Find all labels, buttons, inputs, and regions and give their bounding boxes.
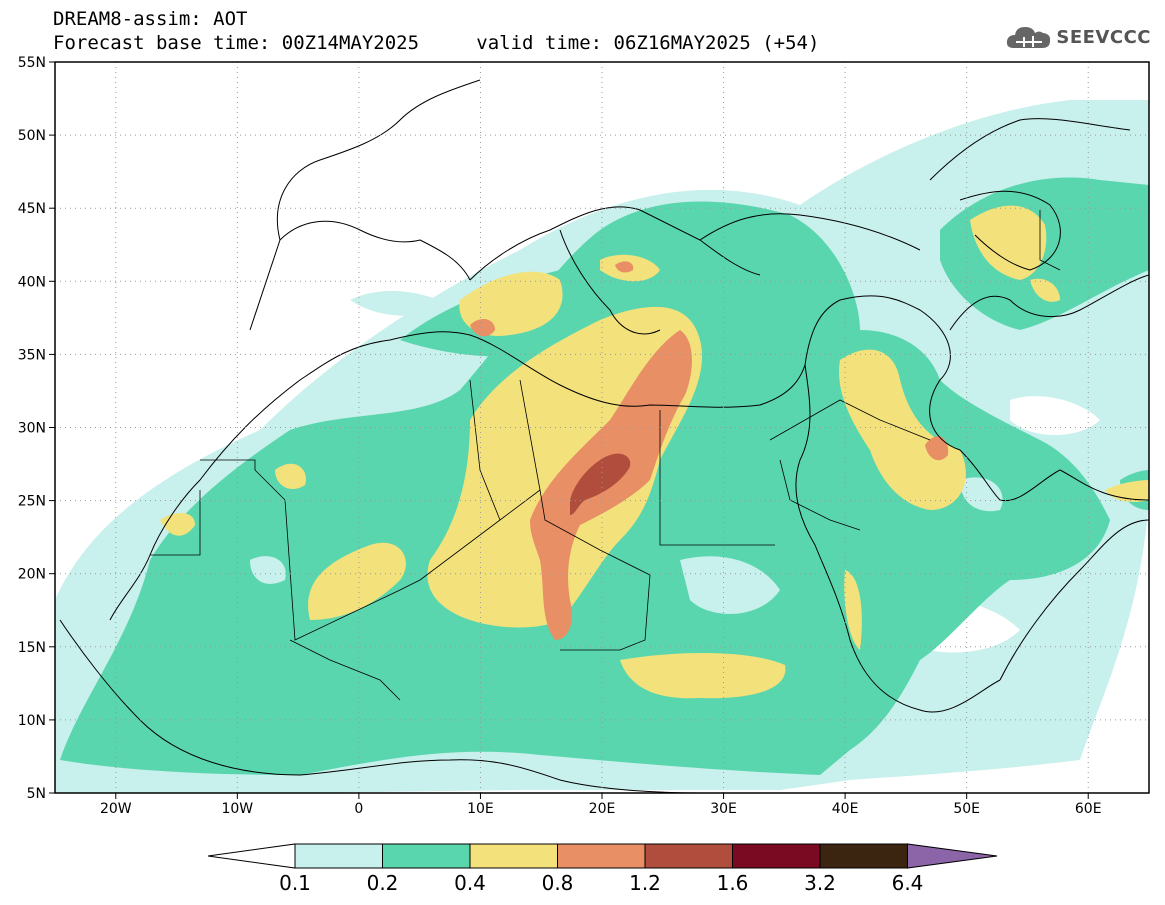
- lat-tick-label: 50N: [18, 128, 46, 144]
- lat-tick-label: 35N: [18, 347, 46, 363]
- borders: [150, 210, 1061, 701]
- colorbar-label: 6.4: [892, 871, 924, 895]
- lon-tick-label: 30E: [710, 801, 737, 817]
- colorbar-label: 3.2: [804, 871, 836, 895]
- colorbar-swatch: [294, 843, 383, 869]
- lat-tick-label: 25N: [18, 494, 46, 510]
- lon-tick-label: 10W: [221, 801, 253, 817]
- colorbar-label: 0.2: [367, 871, 399, 895]
- seevccc-logo: SEEVCCC: [1006, 22, 1151, 52]
- colorbar-swatch: [557, 843, 646, 869]
- cloud-icon: [1007, 27, 1051, 48]
- colorbar-label: 0.8: [542, 871, 574, 895]
- colorbar-swatch: [469, 843, 558, 869]
- colorbar-label: 1.6: [717, 871, 749, 895]
- lon-tick-label: 0: [354, 801, 363, 817]
- lat-tick-label: 55N: [18, 55, 46, 71]
- lat-tick-label: 40N: [18, 274, 46, 290]
- lat-tick-label: 5N: [27, 786, 46, 802]
- lat-tick-label: 10N: [18, 713, 46, 729]
- lon-tick-label: 50E: [953, 801, 980, 817]
- valid-time: valid time: 06Z16MAY2025 (+54): [476, 32, 820, 54]
- colorbar-label: 1.2: [629, 871, 661, 895]
- lat-tick-label: 20N: [18, 567, 46, 583]
- colorbar-swatch: [382, 843, 471, 869]
- lon-tick-label: 40E: [832, 801, 859, 817]
- colorbar-arrow-low: [207, 843, 296, 869]
- time-info: Forecast base time: 00Z14MAY2025 valid t…: [53, 32, 819, 54]
- map-title: DREAM8-assim: AOT: [53, 8, 248, 30]
- lat-tick-label: 30N: [18, 421, 46, 437]
- colorbar-swatch: [732, 843, 821, 869]
- lat-tick-label: 45N: [18, 201, 46, 217]
- colorbar-label: 0.4: [454, 871, 486, 895]
- colorbar-swatch: [819, 843, 908, 869]
- lon-tick-label: 10E: [467, 801, 494, 817]
- lat-tick-label: 15N: [18, 640, 46, 656]
- lon-tick-label: 60E: [1075, 801, 1102, 817]
- colorbar: 0.1 0.2 0.4 0.8 1.2 1.6 3.2 6.4: [207, 843, 998, 895]
- coastlines: [59, 79, 1149, 793]
- colorbar-arrow-high: [907, 843, 998, 869]
- axis-ticks: 20W 10W 0 10E 20E 30E 40E 50E 60E 55N 50N 45N 40N 35N…: [18, 55, 1102, 817]
- colorbar-label: 0.1: [279, 871, 311, 895]
- base-time: Forecast base time: 00Z14MAY2025: [53, 32, 420, 54]
- gridlines: [55, 61, 1149, 794]
- logo-text: SEEVCCC: [1056, 26, 1151, 48]
- lon-tick-label: 20E: [589, 801, 616, 817]
- colorbar-swatch: [644, 843, 733, 869]
- lon-tick-label: 20W: [100, 801, 132, 817]
